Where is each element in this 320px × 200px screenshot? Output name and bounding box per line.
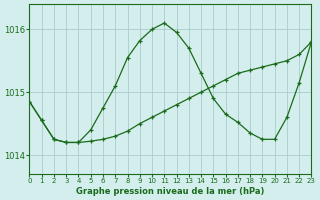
X-axis label: Graphe pression niveau de la mer (hPa): Graphe pression niveau de la mer (hPa) [76, 187, 265, 196]
